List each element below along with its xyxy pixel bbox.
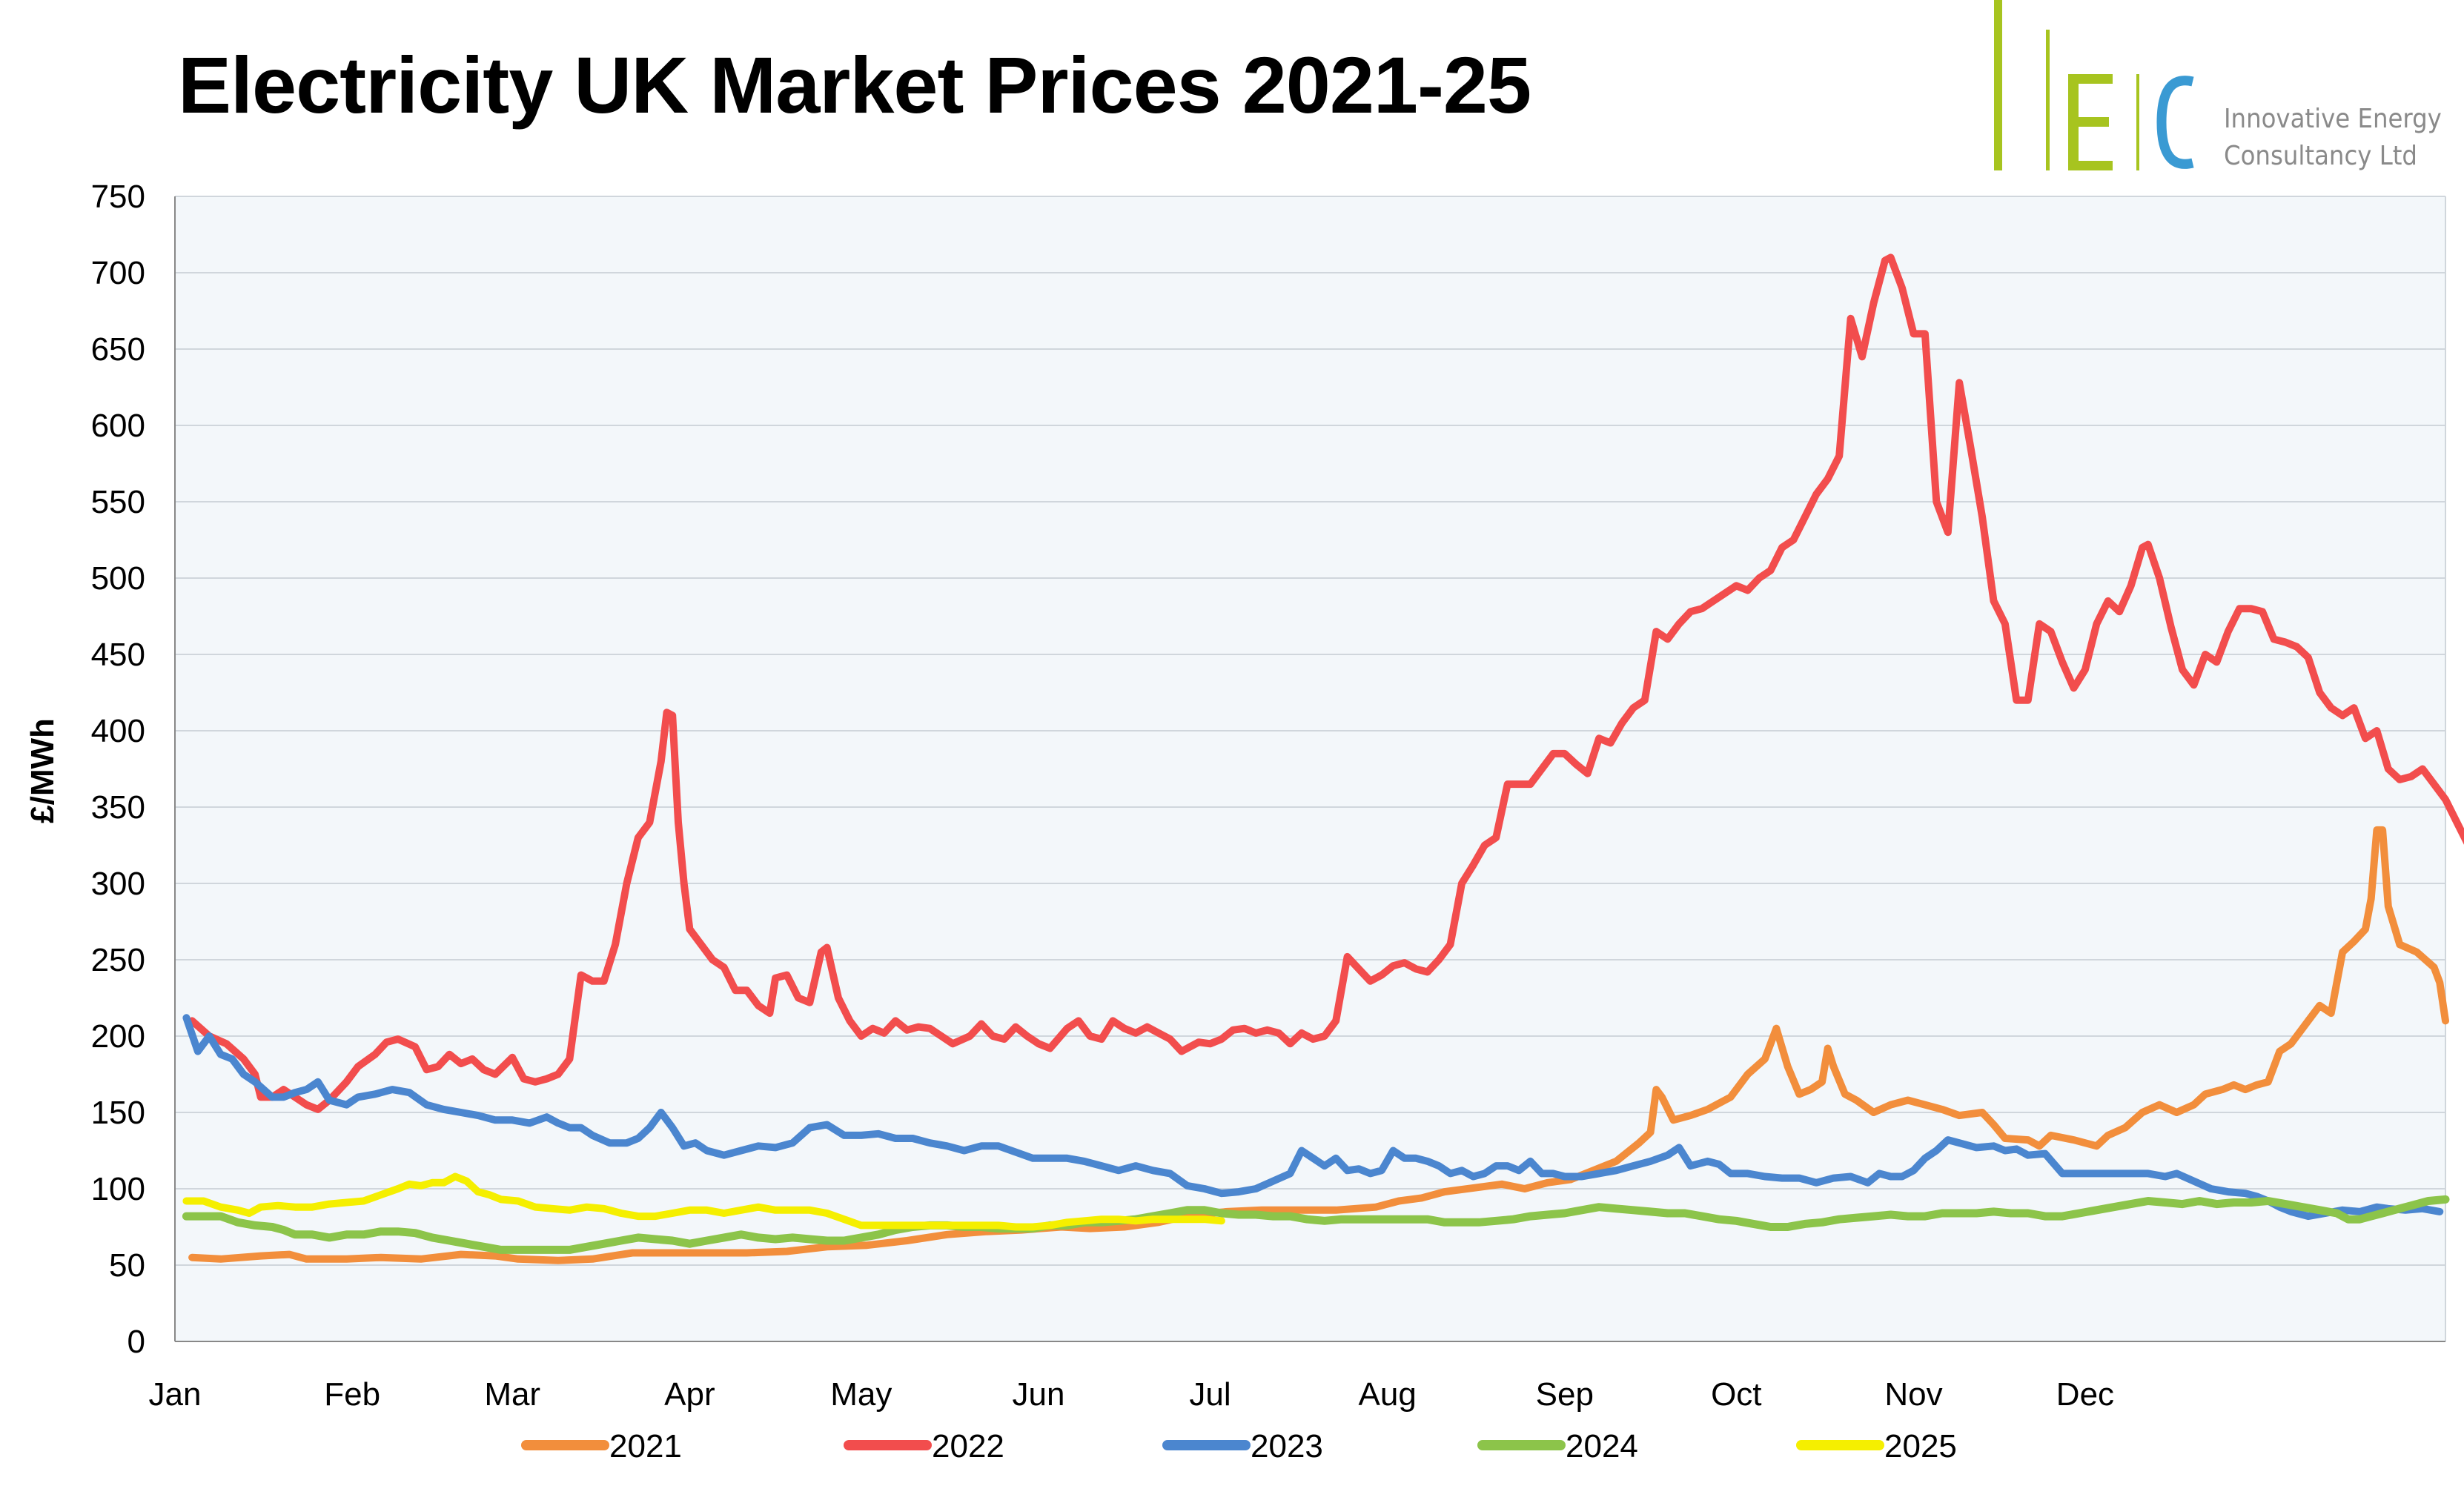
series-lines xyxy=(182,253,2464,1264)
y-tick-label: 650 xyxy=(91,331,145,368)
x-tick-label: Sep xyxy=(1536,1376,1594,1413)
legend-label-2024: 2024 xyxy=(1566,1428,1638,1464)
logo-divider xyxy=(2136,74,2139,170)
legend: 2021 2022 2023 2024 2025 xyxy=(521,1428,1957,1464)
logo-letter-e xyxy=(2068,74,2113,170)
x-tick-label: Mar xyxy=(484,1376,540,1413)
y-tick-label: 400 xyxy=(91,713,145,749)
y-tick-label: 550 xyxy=(91,484,145,520)
y-tick-label: 100 xyxy=(91,1171,145,1207)
series-line-2024 xyxy=(182,1195,2450,1254)
series-line-2025 xyxy=(182,1172,1225,1231)
x-tick-label: Oct xyxy=(1711,1376,1761,1413)
x-tick-label: Apr xyxy=(664,1376,715,1413)
legend-label-2025: 2025 xyxy=(1884,1428,1957,1464)
y-tick-label: 150 xyxy=(91,1095,145,1131)
x-tick-label: Dec xyxy=(2056,1376,2114,1413)
logo-thin-bar xyxy=(2046,30,2050,170)
plot-area xyxy=(175,196,2445,1341)
gridlines xyxy=(174,196,2446,1342)
y-axis-title: £/MWh xyxy=(24,718,61,823)
x-tick-label: Feb xyxy=(324,1376,380,1413)
x-tick-label: Jan xyxy=(149,1376,202,1413)
x-tick-label: Nov xyxy=(1884,1376,1942,1413)
y-axis-ticks: 0 50 100 150 200 250 300 350 400 450 500 550 600 650 7… xyxy=(91,179,145,1360)
x-axis-ticks: Jan Feb Mar Apr May Jun Jul Aug Sep Oct Nov Dec xyxy=(149,1376,2115,1413)
y-tick-label: 0 xyxy=(127,1324,145,1360)
legend-label-2021: 2021 xyxy=(609,1428,682,1464)
y-tick-label: 200 xyxy=(91,1018,145,1055)
series-line-2021 xyxy=(188,826,2449,1264)
series-line-2022 xyxy=(188,253,2464,1113)
y-tick-label: 250 xyxy=(91,942,145,978)
legend-label-2022: 2022 xyxy=(932,1428,1004,1464)
y-tick-label: 750 xyxy=(91,179,145,215)
logo-line2: Consultancy Ltd xyxy=(2224,141,2417,171)
x-tick-label: Aug xyxy=(1359,1376,1417,1413)
y-tick-label: 700 xyxy=(91,255,145,291)
x-tick-label: Jun xyxy=(1013,1376,1065,1413)
chart-title: Electricity UK Market Prices 2021-25 xyxy=(178,40,1531,130)
y-tick-label: 50 xyxy=(109,1247,145,1284)
legend-label-2023: 2023 xyxy=(1251,1428,1323,1464)
x-tick-label: Jul xyxy=(1189,1376,1231,1413)
y-tick-label: 300 xyxy=(91,866,145,902)
y-tick-label: 500 xyxy=(91,560,145,597)
y-tick-label: 600 xyxy=(91,408,145,444)
company-logo: Innovative Energy Consultancy Ltd xyxy=(1994,0,2442,171)
logo-bar xyxy=(1994,0,2002,170)
series-line-2023 xyxy=(182,1014,2444,1221)
logo-line1: Innovative Energy xyxy=(2224,104,2442,134)
y-tick-label: 350 xyxy=(91,789,145,826)
y-tick-label: 450 xyxy=(91,637,145,673)
logo-letter-c xyxy=(2156,76,2194,169)
x-tick-label: May xyxy=(830,1376,892,1413)
